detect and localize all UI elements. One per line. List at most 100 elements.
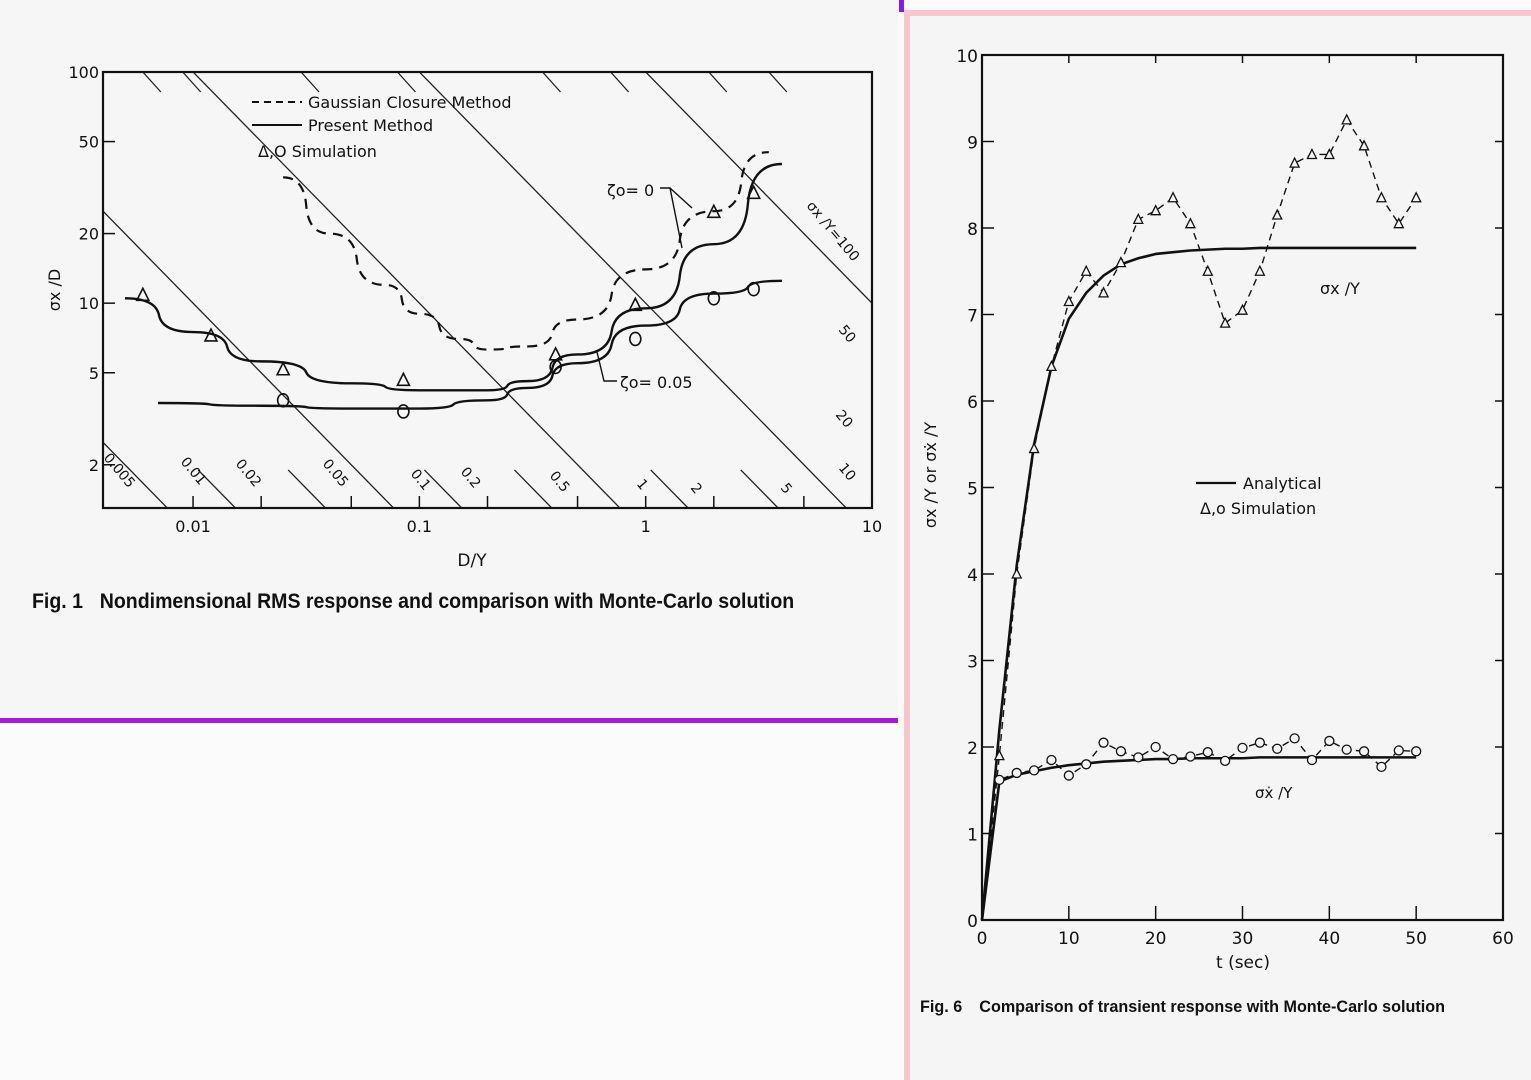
fig6-x-axis-label: t (sec) <box>1216 953 1270 973</box>
fig6-xtick-label: 40 <box>1319 929 1341 949</box>
simulation-curve <box>981 118 1417 921</box>
fig6-y-axis-label: σx /Y or σẋ /Y <box>921 422 940 528</box>
triangle-marker <box>275 360 291 376</box>
triangle-marker <box>135 286 151 302</box>
triangle-marker <box>1254 264 1266 276</box>
circle-marker <box>276 393 290 408</box>
sx-curve-label: σx /Y <box>1320 279 1360 298</box>
figure-6-number: Fig. 6 <box>920 997 963 1016</box>
circle-marker <box>994 774 1005 786</box>
circle-marker <box>1219 755 1231 766</box>
present-method-curve <box>158 279 782 410</box>
circle-marker <box>1376 761 1387 773</box>
circle-marker <box>1150 741 1161 753</box>
fig6-ytick-label: 4 <box>967 566 978 586</box>
fig6-xtick-label: 30 <box>1232 929 1254 949</box>
circle-marker <box>1098 737 1109 748</box>
fig1-ytick-label: 2 <box>89 456 99 475</box>
circle-marker <box>1011 767 1022 779</box>
triangle-marker <box>993 749 1005 761</box>
zeta0-label: ζo= 0 <box>607 181 654 200</box>
triangle-marker <box>1184 217 1196 229</box>
diag-label-20: 20 <box>832 407 856 431</box>
fig1-ytick-label: 10 <box>79 294 99 313</box>
triangle-marker <box>1341 113 1353 125</box>
triangle-marker <box>203 327 219 342</box>
triangle-marker <box>1063 295 1075 307</box>
figure-1-number: Fig. 1 <box>32 590 84 613</box>
fig6-ytick-label: 0 <box>967 912 978 932</box>
diag-label-0.1: 0.1 <box>407 466 434 493</box>
simulation-curve <box>981 737 1417 921</box>
fig1-ytick-label: 50 <box>79 133 99 152</box>
triangle-marker <box>1393 217 1405 229</box>
figure-1-chart: 100 50 20 10 5 2 0.01 0.1 1 10 σx /D D/Y Gaussian Cl… <box>45 63 882 571</box>
diag-label-50: 50 <box>835 322 859 346</box>
circle-marker <box>1063 770 1074 781</box>
legend-analytical: Analytical <box>1243 474 1322 493</box>
figure-1-caption: Fig. 1 Nondimensional RMS response and co… <box>32 590 832 614</box>
fig1-xtick-label: 1 <box>641 517 651 536</box>
circle-marker <box>1306 754 1318 766</box>
fig6-ytick-label: 5 <box>967 480 978 500</box>
circle-marker <box>629 331 642 347</box>
triangle-marker <box>1410 191 1422 203</box>
fig1-plot-area: 100 50 20 10 5 2 0.01 0.1 1 10 σx /D D/Y Gaussian Cl… <box>45 63 882 571</box>
triangle-marker <box>628 296 643 312</box>
zeta005-label: ζo= 0.05 <box>620 373 693 392</box>
fig6-xtick-label: 0 <box>977 929 988 949</box>
circle-marker <box>1115 746 1127 757</box>
reference-lines <box>103 72 872 508</box>
diag-label-0.2: 0.2 <box>457 464 484 491</box>
triangle-marker <box>1028 442 1040 454</box>
fig1-ytick-label: 5 <box>89 364 99 383</box>
diag-label-0.005: 0.005 <box>100 450 138 491</box>
circle-marker <box>1185 751 1196 762</box>
diag-label-5: 5 <box>777 480 795 497</box>
circle-marker <box>1167 753 1179 765</box>
fig6-xtick-label: 50 <box>1405 929 1427 949</box>
figure-1-panel: 100 50 20 10 5 2 0.01 0.1 1 10 σx /D D/Y Gaussian Cl… <box>0 0 898 723</box>
figure-6-chart: 0 1 2 3 4 5 6 7 8 9 10 0 10 20 30 40 50 60 σx /Y or σẋ /Y t… <box>921 47 1514 973</box>
circle-marker <box>1411 746 1422 757</box>
fig6-plot-area: 0 1 2 3 4 5 6 7 8 9 10 0 10 20 30 40 50 60 σx /Y or σẋ /Y t… <box>921 47 1514 973</box>
fig1-ytick-label: 100 <box>68 63 99 82</box>
circle-marker <box>1272 743 1283 754</box>
circle-marker <box>1254 737 1266 748</box>
triangle-marker <box>1236 303 1249 315</box>
triangle-marker <box>1132 212 1144 224</box>
legend-present: Present Method <box>308 116 433 135</box>
fig6-xtick-label: 10 <box>1058 929 1080 949</box>
legend-simulation: Δ,O Simulation <box>258 142 377 161</box>
triangle-marker <box>1323 148 1335 160</box>
triangle-marker <box>1289 156 1301 168</box>
figure-1-caption-text: Nondimensional RMS response and comparis… <box>99 590 795 613</box>
circle-marker <box>1393 745 1404 756</box>
fig6-ytick-label: 10 <box>956 47 978 67</box>
fig6-ytick-label: 7 <box>967 307 978 327</box>
fig1-x-axis-label: D/Y <box>457 551 487 571</box>
circle-marker <box>1133 752 1144 763</box>
triangle-marker <box>1045 359 1058 372</box>
diag-label-0.05: 0.05 <box>319 456 351 490</box>
legend-gaussian: Gaussian Closure Method <box>308 93 512 112</box>
triangle-marker <box>396 371 411 387</box>
fig1-xtick-label: 0.1 <box>407 517 432 536</box>
circle-marker <box>1237 742 1248 754</box>
purple-border-marker <box>899 0 904 12</box>
fig1-ytick-label: 20 <box>79 225 99 244</box>
fig6-ytick-label: 1 <box>967 826 978 846</box>
diag-label-2: 2 <box>687 480 705 497</box>
analytical-curve <box>980 756 1417 921</box>
diag-label-1: 1 <box>633 476 651 493</box>
fig6-ytick-label: 6 <box>967 393 978 413</box>
fig6-ytick-label: 2 <box>967 739 978 759</box>
figure-6-caption-text: Comparison of transient response with Mo… <box>979 997 1445 1016</box>
triangle-marker <box>1358 139 1370 151</box>
triangle-marker <box>1150 204 1162 216</box>
fig6-xtick-label: 20 <box>1145 929 1167 949</box>
triangle-marker <box>1167 191 1179 203</box>
sxdot-curve-label: σẋ /Y <box>1255 784 1293 802</box>
fig1-y-axis-label: σx /D <box>45 269 64 311</box>
circle-marker <box>1046 754 1057 766</box>
